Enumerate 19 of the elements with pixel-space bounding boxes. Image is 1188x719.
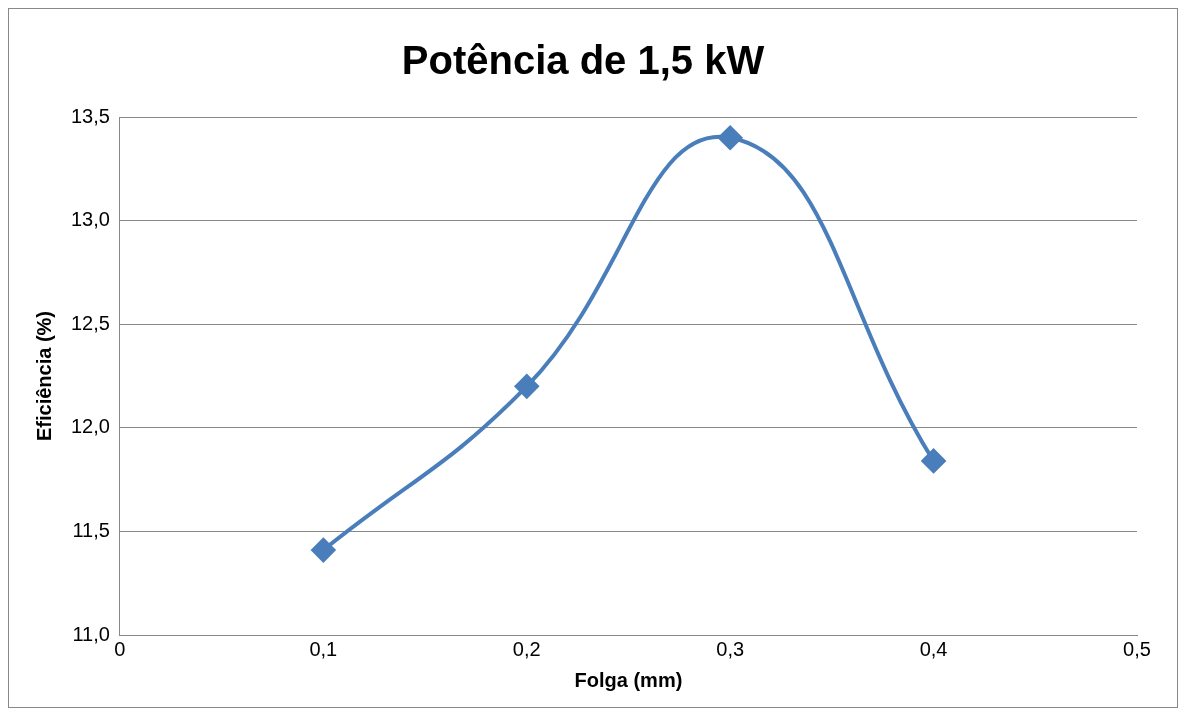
- y-tick-label: 12,5: [70, 311, 110, 334]
- x-tick-label: 0,1: [309, 637, 338, 660]
- y-tick-label: 13,5: [70, 104, 110, 127]
- y-tick-label: 11,0: [72, 622, 110, 645]
- point: [514, 374, 539, 399]
- x-tick-label: 0,5: [1123, 637, 1151, 660]
- x-tick-label: 0: [114, 637, 126, 660]
- y-tick-label: 13,0: [70, 208, 110, 231]
- x-axis-title: Folga (mm): [574, 668, 683, 691]
- y-axis-title: Eficiência (%): [32, 310, 55, 442]
- point: [921, 448, 946, 473]
- chart-title: Potência de 1,5 kW: [401, 38, 765, 83]
- y-tick-label: 12,0: [70, 415, 110, 438]
- point: [311, 538, 336, 563]
- y-tick-label: 11,5: [72, 518, 110, 541]
- point: [718, 125, 743, 150]
- x-tick-label: 0,4: [919, 637, 948, 660]
- x-tick-label: 0,2: [512, 637, 541, 660]
- x-tick-label: 0,3: [716, 637, 745, 660]
